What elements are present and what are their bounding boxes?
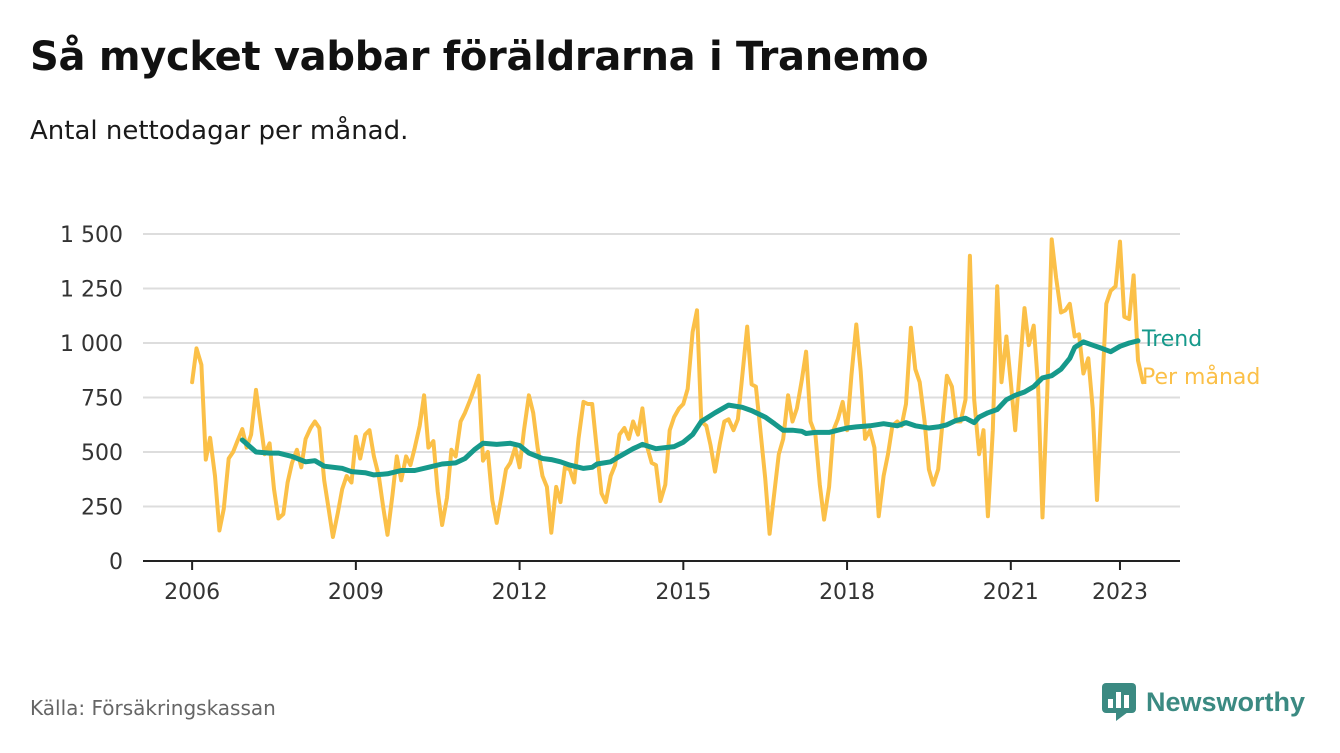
series-lines [190, 237, 1145, 539]
brand-logo: Newsworthy [1102, 683, 1305, 721]
legend: Per månad Trend [1141, 327, 1260, 390]
y-tick-label: 250 [81, 496, 123, 521]
x-tick-label: 2023 [1092, 580, 1148, 605]
source-note: Källa: Försäkringskassan [30, 696, 276, 720]
x-tick-label: 2012 [492, 580, 548, 605]
series-line-monthly [190, 237, 1145, 539]
chart-subtitle: Antal nettodagar per månad. [30, 116, 409, 146]
x-tick-label: 2021 [983, 580, 1039, 605]
brand-name: Newsworthy [1146, 686, 1306, 717]
x-tick-label: 2018 [819, 580, 875, 605]
y-tick-label: 1 000 [60, 332, 123, 357]
legend-label-trend: Trend [1141, 327, 1202, 352]
y-axis-ticks: 0 250 500 750 1 000 1 250 1 500 [60, 223, 123, 575]
y-tick-label: 500 [81, 441, 123, 466]
x-tick-label: 2015 [655, 580, 711, 605]
x-tick-label: 2006 [164, 580, 220, 605]
x-axis-ticks: 2006 2009 2012 2015 2018 2021 2023 [164, 561, 1148, 605]
gridlines [143, 233, 1180, 508]
y-tick-label: 750 [81, 387, 123, 412]
y-tick-label: 0 [109, 550, 123, 575]
chart-title: Så mycket vabbar föräldrarna i Tranemo [30, 34, 929, 80]
legend-label-monthly: Per månad [1142, 364, 1260, 390]
series-line-trend [239, 338, 1141, 478]
newsworthy-logo-icon [1102, 683, 1136, 721]
y-tick-label: 1 250 [60, 278, 123, 303]
x-tick-label: 2009 [328, 580, 384, 605]
y-tick-label: 1 500 [60, 223, 123, 248]
